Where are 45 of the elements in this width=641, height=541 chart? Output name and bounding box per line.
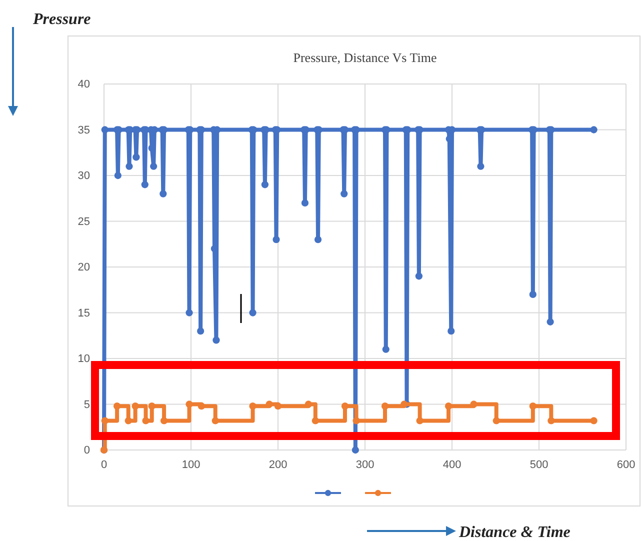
point (416, 417, 424, 424)
x-tick-label: 400 (442, 458, 462, 471)
point (266, 400, 273, 408)
point (352, 417, 360, 424)
point (492, 417, 500, 424)
point (198, 402, 206, 410)
point (548, 417, 555, 424)
point (381, 402, 389, 410)
point (142, 417, 150, 424)
y-tick-label: 20 (78, 262, 90, 274)
y-tick-label: 10 (78, 353, 90, 366)
y-tick-label: 35 (78, 124, 90, 136)
point (160, 417, 168, 424)
chart-title: Pressure, Distance Vs Time (293, 50, 437, 65)
y-tick-label: 5 (84, 398, 90, 411)
point (249, 402, 256, 410)
point (124, 417, 132, 424)
point (341, 402, 349, 410)
y-axis-title: Pressure (32, 11, 91, 28)
x-tick-label: 0 (100, 458, 108, 471)
x-tick-label: 300 (356, 458, 374, 471)
point (304, 400, 312, 408)
point (274, 402, 282, 410)
point (529, 402, 536, 410)
point (212, 417, 219, 424)
y-tick-label: 25 (78, 216, 90, 228)
x-tick-label: 500 (530, 458, 548, 471)
point (101, 417, 108, 424)
point (444, 402, 452, 410)
point (148, 402, 156, 410)
point (186, 400, 193, 408)
point (470, 400, 478, 408)
x-tick-label: 200 (268, 458, 288, 471)
y-tick-label: 15 (78, 307, 90, 320)
point (400, 400, 408, 408)
x-tick-label: 100 (182, 458, 200, 471)
point (113, 402, 121, 410)
x-tick-label: 600 (616, 458, 636, 471)
point (312, 417, 319, 424)
point (132, 402, 139, 410)
point (590, 417, 598, 424)
x-axis-title: Distance & Time (458, 524, 570, 541)
y-tick-label: 30 (78, 170, 90, 182)
y-tick-label: 40 (78, 78, 90, 91)
y-tick-label: 0 (84, 444, 90, 457)
